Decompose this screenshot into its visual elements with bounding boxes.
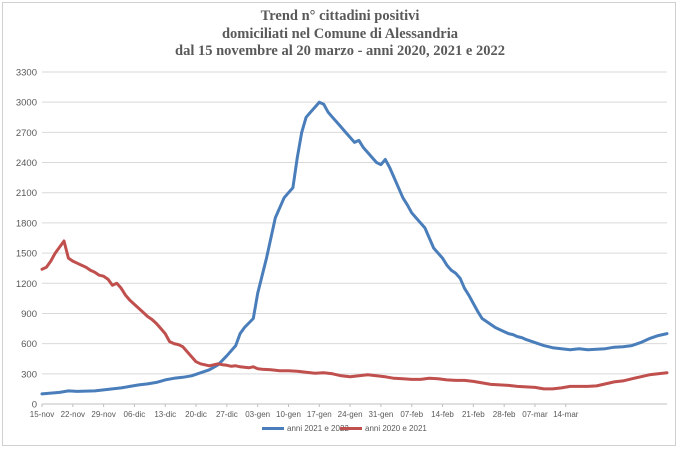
x-tick-label: 07-mar	[522, 410, 548, 419]
legend-item-series-2: anni 2020 e 2021	[340, 424, 427, 433]
series-line-1	[40, 100, 669, 396]
x-tick-label: 20-dic	[185, 410, 207, 419]
x-tick-label: 17-gen	[307, 410, 332, 419]
gridlines	[42, 71, 667, 405]
series-group	[40, 100, 669, 396]
x-tick-label: 15-nov	[30, 410, 54, 419]
y-tick-label: 1500	[16, 249, 37, 260]
x-tick-label: 03-gen	[245, 410, 270, 419]
x-tick-label: 13-dic	[154, 410, 176, 419]
legend-label-series-2: anni 2020 e 2021	[365, 424, 427, 433]
y-tick-label: 1800	[16, 218, 37, 229]
y-tick-label: 2700	[16, 128, 37, 139]
x-tick-label: 07-feb	[400, 410, 423, 419]
x-tick-label: 14-feb	[431, 410, 454, 419]
x-tick-label: 10-gen	[276, 410, 301, 419]
y-tick-label: 3300	[16, 68, 37, 79]
y-tick-label: 2400	[16, 158, 37, 169]
legend-swatch-series-1	[262, 427, 284, 430]
y-tick-label: 3000	[16, 98, 37, 109]
y-tick-label: 900	[21, 309, 37, 320]
series-line-2	[40, 239, 669, 391]
x-axis-ticks: 15-nov 22-nov 29-nov 06-dic 13-dic 20-dic 27-d…	[30, 404, 579, 419]
x-tick-label: 28-feb	[493, 410, 516, 419]
chart-title: Trend n° cittadini positivi domiciliati …	[0, 8, 680, 61]
y-tick-label: 300	[21, 369, 37, 380]
y-axis-ticks: 0 300 600 900 1200 1500 1800 2100 2400 2700 3000 33…	[16, 68, 37, 411]
y-tick-label: 600	[21, 339, 37, 350]
x-tick-label: 06-dic	[124, 410, 146, 419]
x-tick-label: 27-dic	[216, 410, 238, 419]
chart-title-line-1: Trend n° cittadini positivi	[260, 8, 420, 24]
y-tick-label: 0	[32, 400, 37, 411]
x-tick-label: 29-nov	[91, 410, 115, 419]
x-tick-label: 31-gen	[368, 410, 393, 419]
x-tick-label: 14-mar	[553, 410, 579, 419]
chart-frame	[2, 2, 676, 446]
chart-title-line-2: domiciliati nel Comune di Alessandria	[221, 25, 459, 42]
chart-title-line-3: dal 15 novembre al 20 marzo - anni 2020,…	[175, 43, 505, 59]
legend-swatch-series-2	[340, 427, 362, 430]
x-tick-label: 24-gen	[338, 410, 363, 419]
y-tick-label: 2100	[16, 188, 37, 199]
x-tick-label: 22-nov	[61, 410, 85, 419]
legend-label-series-1: anni 2021 e 2022	[287, 424, 349, 433]
legend-item-series-1: anni 2021 e 2022	[262, 424, 349, 433]
y-tick-label: 1200	[16, 279, 37, 290]
x-tick-label: 21-feb	[462, 410, 485, 419]
